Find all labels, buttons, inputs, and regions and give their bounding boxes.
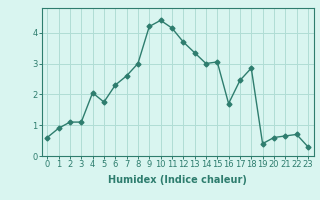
X-axis label: Humidex (Indice chaleur): Humidex (Indice chaleur) <box>108 175 247 185</box>
